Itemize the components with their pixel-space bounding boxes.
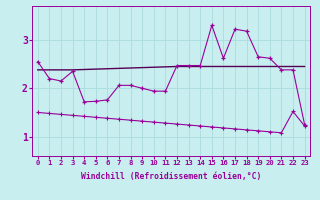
X-axis label: Windchill (Refroidissement éolien,°C): Windchill (Refroidissement éolien,°C) — [81, 172, 261, 181]
